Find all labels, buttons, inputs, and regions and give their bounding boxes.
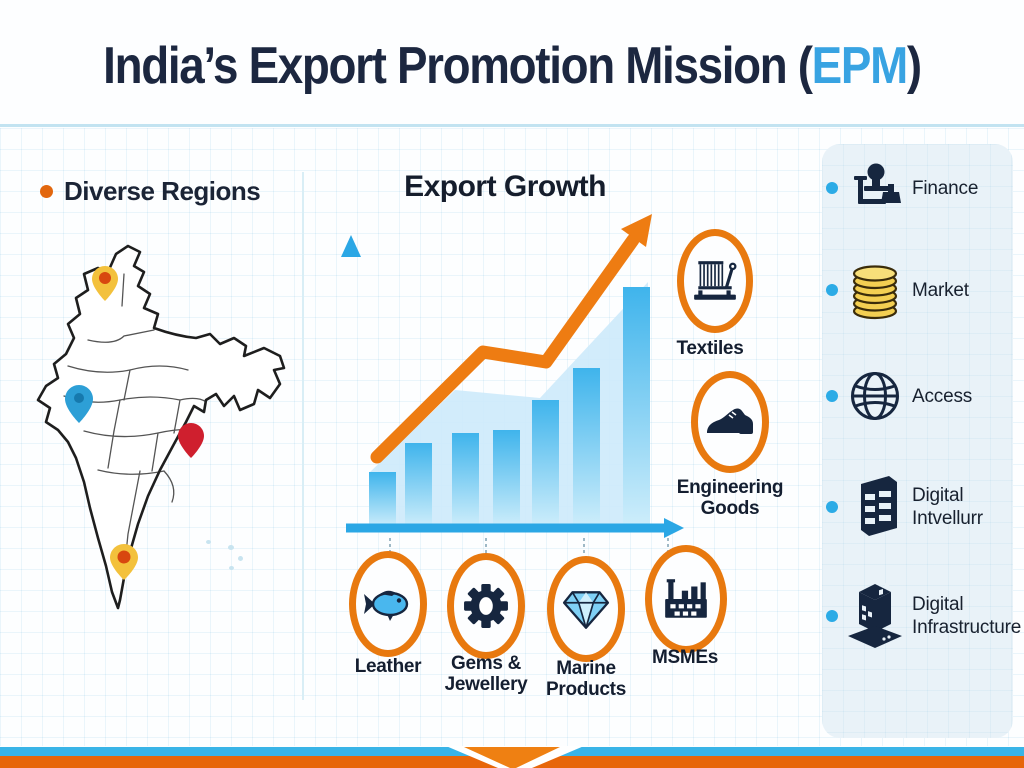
sector-label-leather: Leather — [354, 656, 422, 677]
map-pin-east — [178, 423, 204, 458]
sector-label-msmes: MSMEs — [651, 647, 719, 668]
bottom-accent-triangle — [446, 746, 584, 768]
sector-label-textiles: Textiles — [676, 338, 744, 359]
building-icon — [845, 474, 905, 540]
sector-circle-gems-jewellery — [447, 553, 525, 659]
sector-label-gems-jewellery: Gems & Jewellery — [444, 653, 528, 695]
bullet-dot-icon — [826, 390, 838, 402]
bullet-dot-icon — [826, 284, 838, 296]
pillar-access: Access — [826, 367, 1010, 425]
pillar-label-finance: Finance — [912, 177, 979, 199]
map-pin-north — [92, 266, 118, 301]
bullet-dot-icon — [826, 501, 838, 513]
sector-circle-leather — [349, 551, 427, 657]
bar — [452, 433, 479, 528]
map-pin-south — [110, 544, 138, 580]
india-map — [36, 244, 286, 610]
pillars-panel: Finance Market — [822, 144, 1021, 738]
island-dot — [206, 540, 211, 544]
fish-icon — [364, 590, 409, 621]
sector-circle-msmes — [645, 545, 727, 653]
bullet-dot-icon — [826, 610, 838, 622]
title-text: India’s Export Promotion Mission ( — [103, 37, 813, 95]
sector-circle-engineering-goods — [691, 371, 769, 473]
island-dot — [228, 545, 234, 550]
coins-icon — [845, 259, 905, 321]
pillar-label-digital-intvellurr: Digital Intvellurr — [912, 485, 983, 529]
bar — [623, 287, 650, 528]
page-title: India’s Export Promotion Mission (EPM) — [61, 36, 962, 96]
sector-circle-marine-products — [547, 556, 625, 662]
bullet-dot-icon — [826, 182, 838, 194]
bar — [493, 430, 520, 528]
pillar-label-market: Market — [912, 279, 969, 301]
pillar-digital-intvellurr: Digital Intvellurr — [826, 474, 1010, 540]
regions-heading-label: Diverse Regions — [64, 176, 261, 206]
shoe-icon — [707, 408, 753, 434]
growth-heading: Export Growth — [404, 170, 606, 203]
map-pin-west — [65, 385, 93, 423]
trend-arrow — [370, 214, 652, 464]
diamond-icon — [562, 591, 610, 629]
bar-series — [369, 287, 650, 528]
globe-icon — [845, 367, 905, 425]
title-highlight: EPM — [811, 37, 909, 95]
pillar-label-access: Access — [912, 385, 973, 407]
x-axis — [346, 518, 684, 538]
axis-connector-ticks — [389, 538, 669, 554]
pillar-digital-infrastructure: Digital Infrastructure — [826, 582, 1021, 650]
sector-circle-textiles — [677, 229, 753, 333]
section-divider — [302, 172, 304, 700]
pillar-label-digital-infrastructure: Digital Infrastructure — [912, 594, 1022, 638]
bar — [405, 443, 432, 528]
factory-icon — [665, 579, 707, 618]
iso-building-icon — [845, 582, 905, 650]
island-dot — [238, 556, 243, 561]
india-outline — [36, 244, 286, 610]
stamp-icon — [845, 159, 905, 217]
loom-icon — [694, 261, 737, 300]
island-dot — [229, 566, 234, 570]
pillar-finance: Finance — [826, 159, 1010, 217]
bullet-dot-icon — [40, 185, 53, 198]
sector-label-marine-products: Marine Products — [546, 658, 626, 700]
pillar-market: Market — [826, 259, 1010, 321]
bar — [573, 368, 600, 528]
title-suffix: ) — [906, 37, 922, 95]
bar — [369, 472, 396, 528]
regions-heading: Diverse Regions — [40, 176, 261, 207]
export-growth-chart — [341, 214, 684, 554]
sector-label-engineering-goods: Engineering Goods — [676, 477, 784, 519]
y-axis — [341, 235, 361, 533]
gear-icon — [464, 584, 508, 628]
title-underline — [0, 124, 1024, 127]
bar — [532, 400, 559, 528]
